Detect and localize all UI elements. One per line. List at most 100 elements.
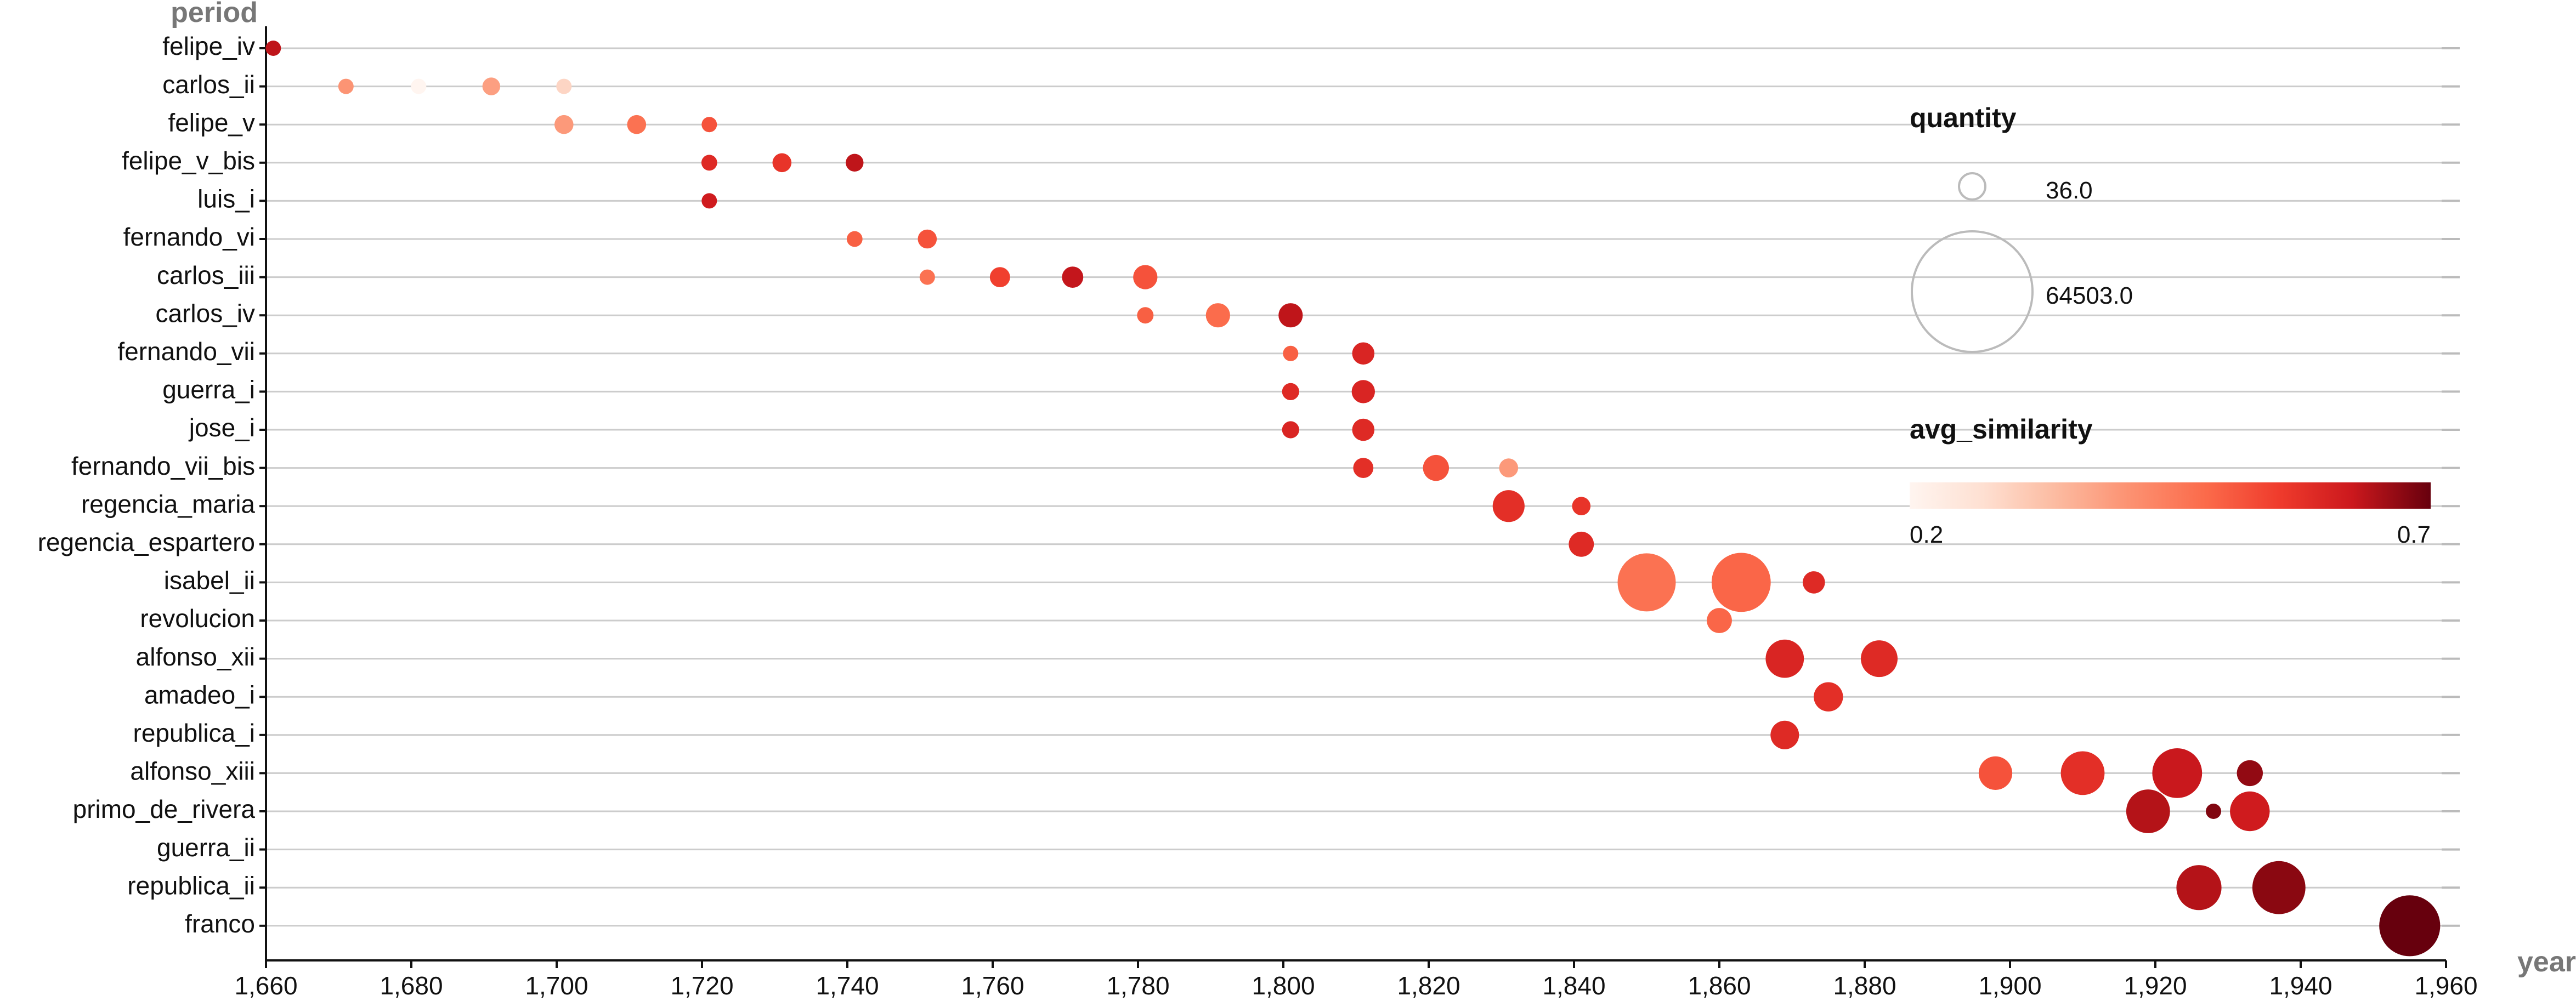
bubble-point xyxy=(2126,789,2170,833)
bubble-point xyxy=(1711,553,1771,612)
y-tick-label: amadeo_i xyxy=(144,680,255,709)
bubble-point xyxy=(1765,639,1804,678)
y-tick-label: regencia_maria xyxy=(81,490,255,518)
bubble-point xyxy=(989,267,1010,287)
x-tick-label: 1,680 xyxy=(380,971,443,1000)
color-legend-min-label: 0.2 xyxy=(1910,521,1943,548)
bubble-point xyxy=(1423,454,1449,481)
x-tick-label: 1,880 xyxy=(1833,971,1896,1000)
y-tick-label: franco xyxy=(185,909,255,938)
bubble-point xyxy=(556,78,572,94)
bubble-point xyxy=(338,78,354,94)
bubble-point xyxy=(2152,748,2203,798)
y-tick-label: fernando_vii xyxy=(117,337,255,366)
bubble-point xyxy=(1707,608,1732,633)
bubble-point xyxy=(2379,895,2441,957)
bubble-point xyxy=(1278,303,1303,328)
bubble-point xyxy=(482,77,500,95)
bubble-point xyxy=(1283,345,1299,361)
bubble-point xyxy=(2230,791,2270,832)
bubble-point xyxy=(1205,303,1230,328)
bubble-point xyxy=(1137,307,1154,324)
x-axis-title: year xyxy=(2517,946,2576,978)
color-legend-bar xyxy=(1910,482,2431,509)
size-legend-small-label: 36.0 xyxy=(2046,177,2093,204)
color-legend-title: avg_similarity xyxy=(1910,414,2093,445)
x-tick-label: 1,940 xyxy=(2269,971,2332,1000)
bubble-point xyxy=(1499,458,1519,477)
bubble-point xyxy=(846,231,863,247)
y-tick-label: felipe_v xyxy=(168,108,255,136)
y-tick-label: fernando_vii_bis xyxy=(71,452,255,480)
x-tick-label: 1,860 xyxy=(1688,971,1751,1000)
bubble-point xyxy=(1978,756,2013,790)
bubble-point xyxy=(411,78,427,94)
color-legend-max-label: 0.7 xyxy=(2397,521,2431,548)
bubble-point xyxy=(2237,760,2263,787)
size-legend-large-circle xyxy=(1911,230,2034,353)
y-tick-label: fernando_vi xyxy=(123,223,255,251)
y-tick-label: isabel_ii xyxy=(164,566,255,595)
bubble-point xyxy=(2252,861,2306,914)
y-tick-label: regencia_espartero xyxy=(38,528,255,556)
size-legend-small-circle xyxy=(1958,172,1986,201)
y-tick-label: republica_ii xyxy=(127,871,255,900)
x-tick-label: 1,900 xyxy=(1978,971,2041,1000)
bubble-point xyxy=(1353,458,1374,478)
bubble-point xyxy=(2176,865,2222,911)
bubble-point xyxy=(2060,751,2105,795)
bubble-point xyxy=(1572,497,1591,515)
bubble-point xyxy=(772,153,792,173)
x-axis: 1,660 1,680 1,700 1,720 1,740 1,760 1,780 1,800… xyxy=(234,959,2478,1000)
y-tick-label: alfonso_xii xyxy=(136,642,255,671)
y-tick-label: republica_i xyxy=(133,719,255,747)
bubble-point xyxy=(1282,421,1299,439)
bubble-point xyxy=(846,153,864,172)
x-tick-label: 1,720 xyxy=(670,971,733,1000)
y-tick-label: carlos_iii xyxy=(157,261,255,289)
bubble-point xyxy=(1133,265,1158,289)
bubble-point xyxy=(1861,640,1898,678)
bubble-point xyxy=(1770,720,1799,749)
size-legend-title: quantity xyxy=(1910,103,2017,133)
x-tick-label: 1,780 xyxy=(1106,971,1169,1000)
y-axis-title: period xyxy=(171,0,258,29)
bubble-point xyxy=(1352,342,1375,365)
bubble-point xyxy=(1351,380,1375,403)
bubble-point xyxy=(1803,571,1825,594)
y-tick-label: carlos_ii xyxy=(162,70,255,99)
y-tick-label: felipe_v_bis xyxy=(122,146,255,175)
bubbles xyxy=(265,41,2441,957)
bubble-point xyxy=(701,155,717,171)
x-tick-label: 1,800 xyxy=(1252,971,1315,1000)
bubble-point xyxy=(627,115,647,134)
bubble-point xyxy=(1492,490,1525,522)
legend: quantity 36.0 64503.0 avg_similarity 0.2… xyxy=(1910,103,2431,548)
bubble-point xyxy=(701,117,717,133)
bubble-point xyxy=(2206,804,2221,819)
bubble-point xyxy=(1352,418,1375,441)
bubble-point xyxy=(918,229,937,249)
y-tick-label: alfonso_xiii xyxy=(130,757,255,786)
bubble-point xyxy=(1282,383,1299,401)
bubble-point xyxy=(1617,553,1676,612)
y-tick-label: carlos_iv xyxy=(155,299,255,327)
bubble-point xyxy=(265,41,281,56)
y-tick-label: jose_i xyxy=(188,413,255,442)
y-tick-label: luis_i xyxy=(197,185,255,213)
bubble-point xyxy=(919,269,935,285)
x-tick-label: 1,760 xyxy=(961,971,1024,1000)
y-tick-label: guerra_i xyxy=(162,376,255,404)
bubble-point xyxy=(1814,682,1843,712)
y-tick-label: felipe_iv xyxy=(162,32,255,60)
y-tick-label: primo_de_rivera xyxy=(73,795,256,823)
bubble-point xyxy=(701,193,717,209)
y-tick-label: guerra_ii xyxy=(157,833,255,862)
x-tick-label: 1,840 xyxy=(1542,971,1605,1000)
bubble-point xyxy=(1569,531,1594,557)
y-axis: felipe_iv carlos_ii felipe_v felipe_v_bislu… xyxy=(38,26,267,960)
size-legend-large-label: 64503.0 xyxy=(2046,282,2133,309)
x-tick-label: 1,820 xyxy=(1397,971,1460,1000)
x-tick-label: 1,960 xyxy=(2414,971,2477,1000)
